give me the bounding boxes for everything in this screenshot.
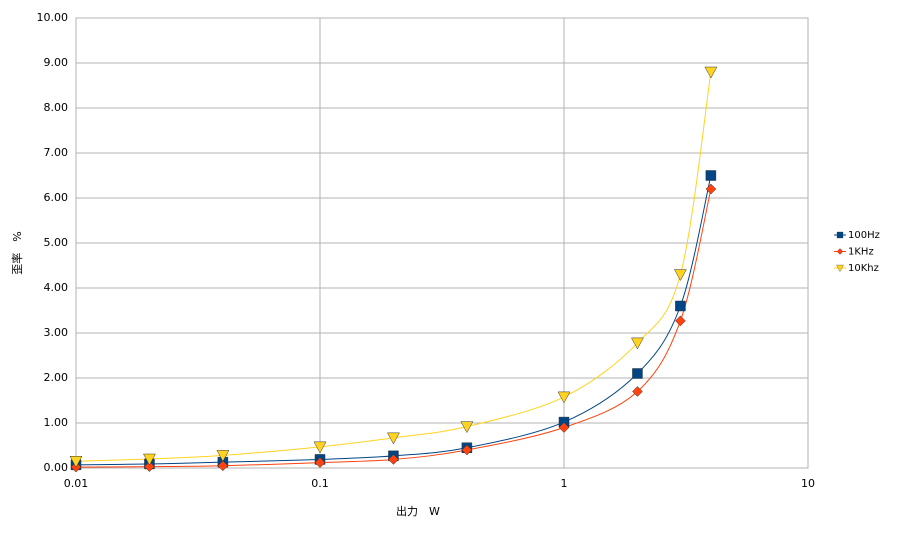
marker	[705, 183, 717, 195]
x-tick-label: 1	[561, 477, 568, 490]
y-tick-label: 0.00	[44, 461, 69, 474]
marker	[144, 461, 155, 473]
legend-marker	[836, 231, 844, 239]
marker	[558, 422, 570, 433]
marker	[217, 460, 229, 472]
y-tick-label: 1.00	[44, 416, 69, 429]
legend-label: 1KHz	[848, 247, 874, 258]
y-tick-label: 4.00	[44, 281, 69, 294]
marker	[705, 170, 717, 181]
legend-label: 100Hz	[848, 230, 880, 241]
marker	[461, 444, 473, 456]
marker	[460, 421, 474, 434]
marker	[557, 391, 571, 404]
marker	[673, 269, 687, 282]
marker	[216, 450, 230, 462]
marker	[388, 454, 399, 465]
legend-label: 10Khz	[848, 263, 879, 274]
marker	[69, 456, 83, 468]
marker	[704, 66, 718, 79]
marker	[631, 337, 644, 350]
x-axis-label: 出力 W	[396, 504, 440, 518]
y-tick-label: 10.00	[37, 11, 69, 24]
series-line	[75, 71, 712, 462]
y-tick-label: 9.00	[44, 56, 69, 69]
plot-frame	[75, 17, 809, 469]
marker	[387, 432, 400, 445]
y-tick-label: 2.00	[44, 371, 69, 384]
marker	[558, 416, 570, 428]
legend-marker	[836, 248, 844, 255]
marker	[313, 441, 327, 454]
marker	[632, 368, 643, 379]
y-tick-label: 6.00	[44, 191, 69, 204]
marker	[675, 315, 686, 327]
y-tick-label: 7.00	[44, 146, 69, 159]
y-tick-label: 5.00	[44, 236, 69, 249]
x-tick-label: 10	[801, 477, 815, 490]
x-tick-label: 0.01	[64, 477, 89, 490]
y-axis-label: 歪率 %	[10, 231, 24, 274]
x-tick-label: 0.1	[311, 477, 329, 490]
marker	[675, 300, 686, 312]
marker	[143, 453, 156, 466]
series-line	[75, 188, 712, 468]
y-tick-label: 8.00	[44, 101, 69, 114]
y-tick-label: 3.00	[44, 326, 69, 339]
marker	[632, 386, 643, 397]
legend-marker	[836, 264, 844, 272]
marker	[314, 457, 326, 468]
series-line	[75, 175, 712, 466]
